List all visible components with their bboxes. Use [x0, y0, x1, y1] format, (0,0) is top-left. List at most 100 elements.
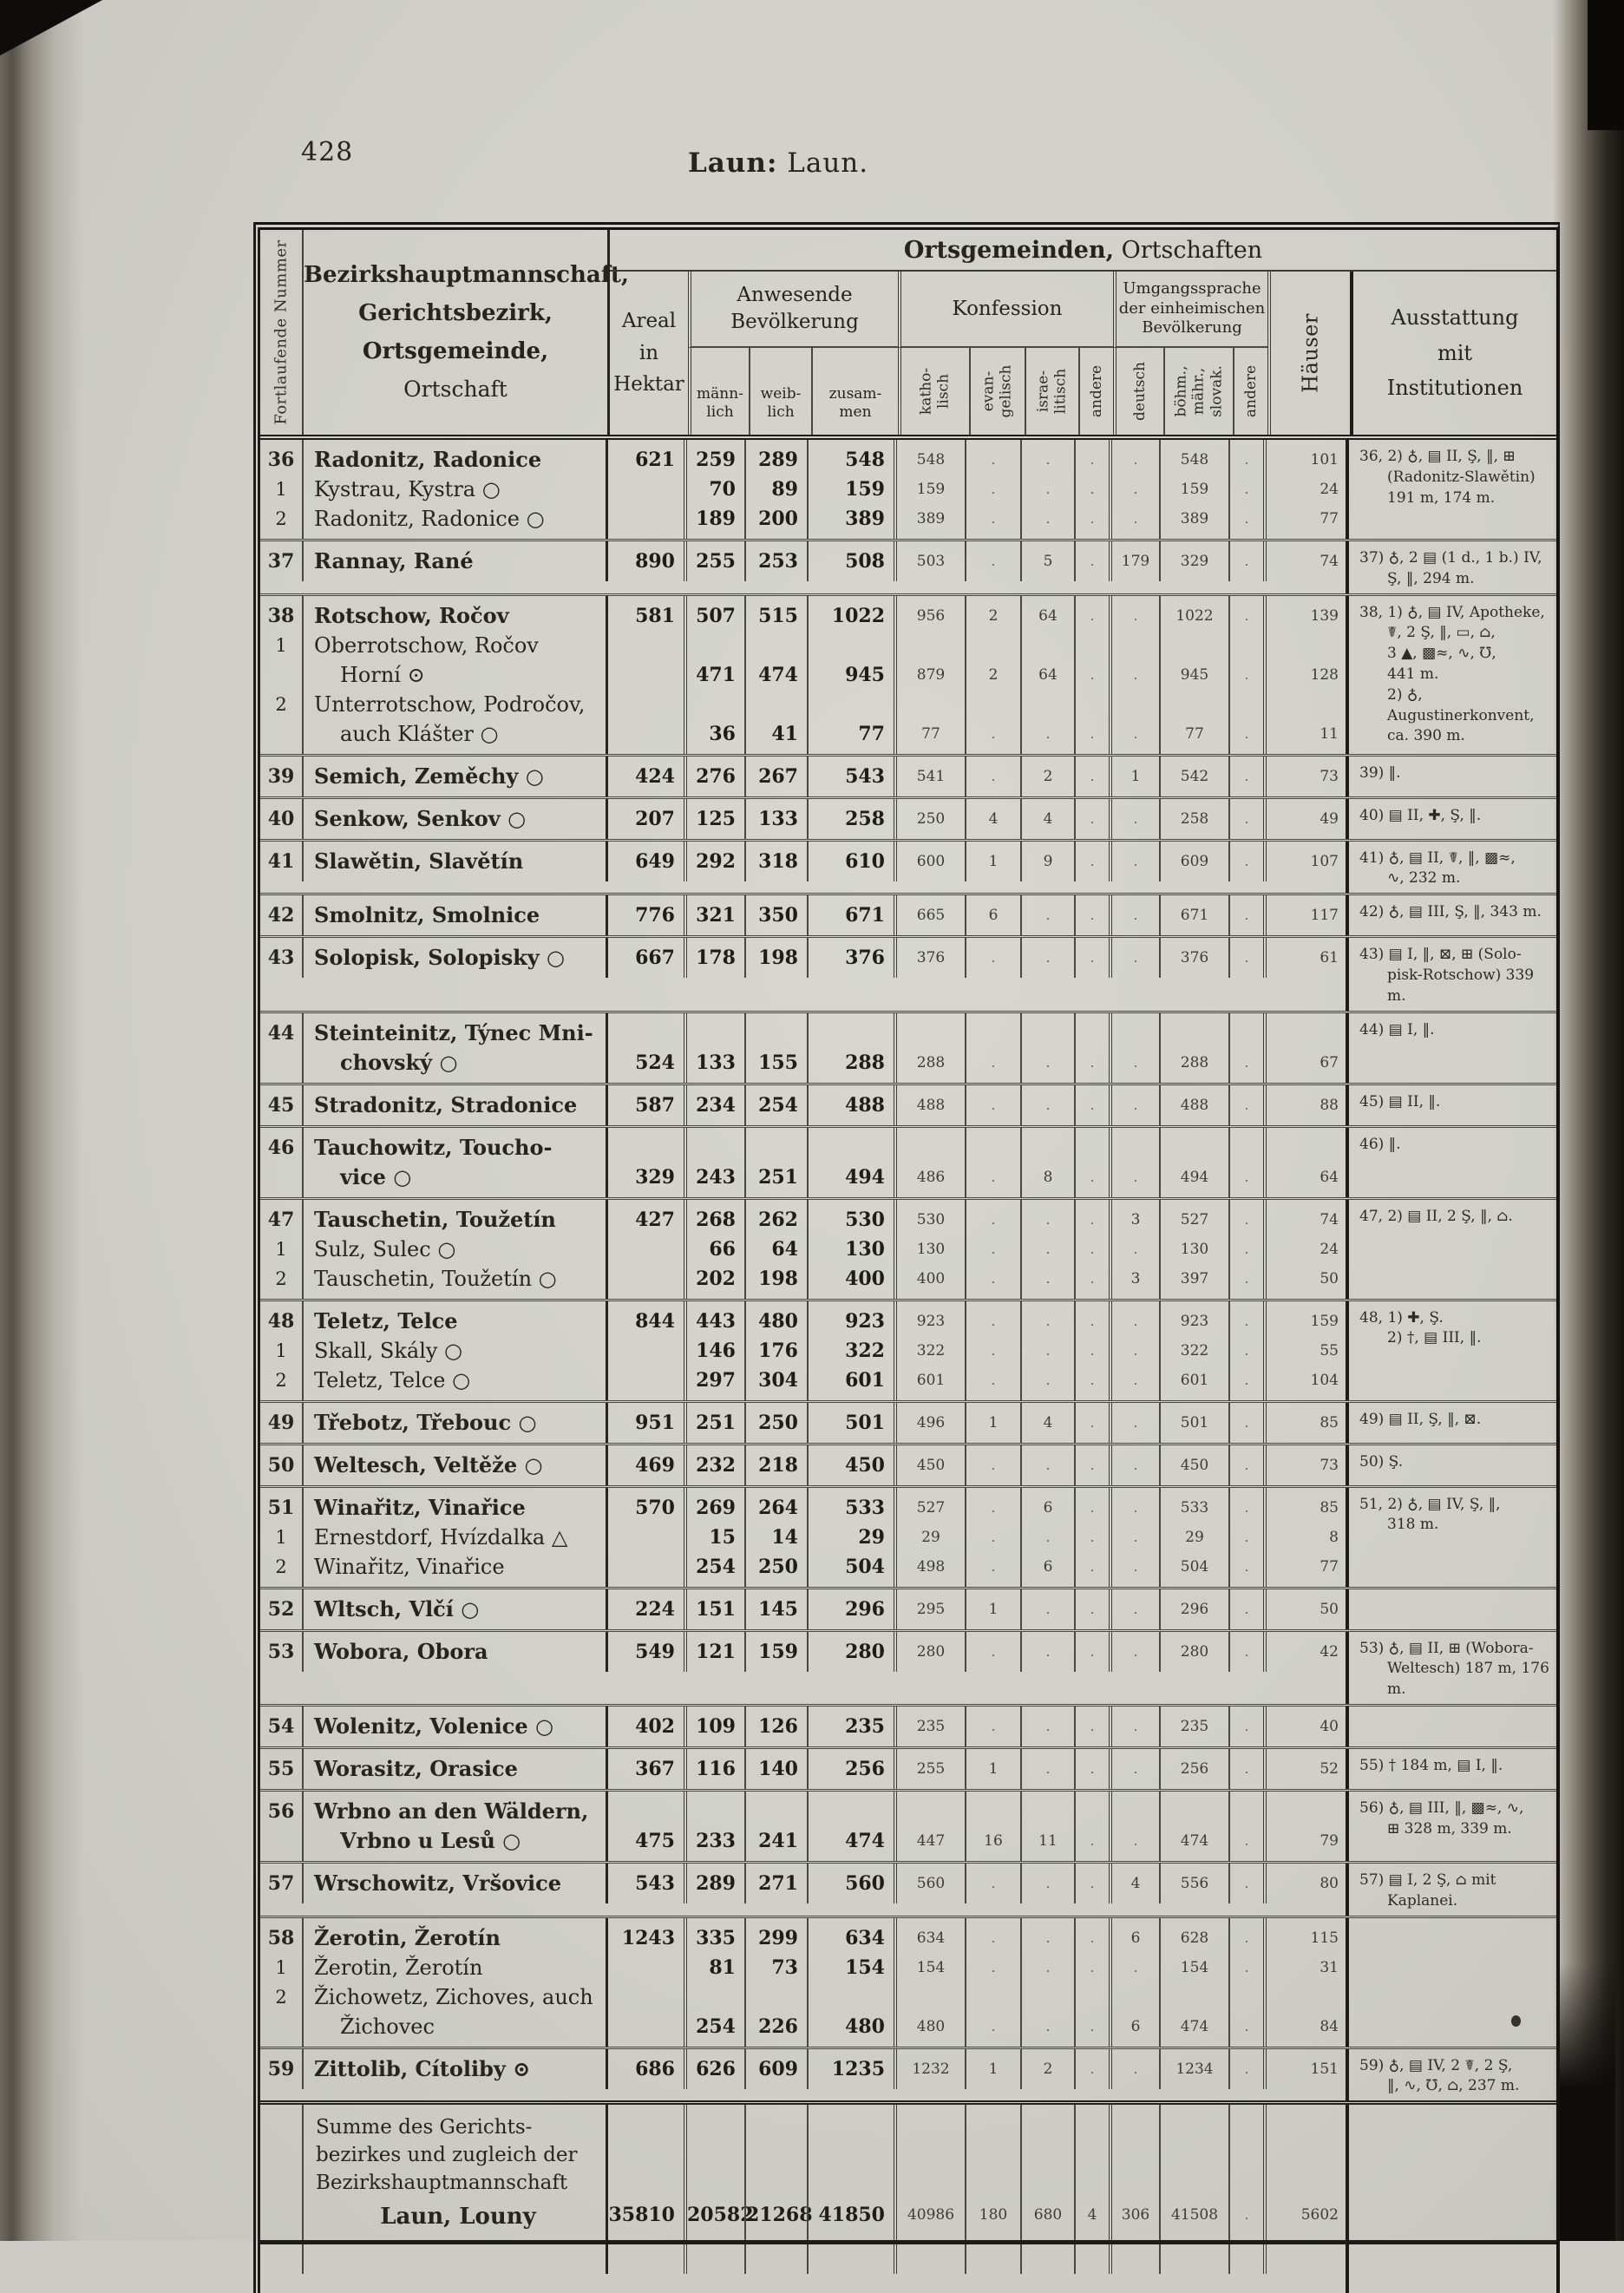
cell-sprache-andere: . — [1228, 595, 1263, 631]
cell-evangelisch-total: 180 — [965, 2105, 1020, 2241]
cell-haeuser: 61 — [1263, 938, 1346, 979]
cell-zusammen: 488 — [807, 1084, 894, 1125]
cell-katholisch: 77 — [894, 689, 965, 754]
group-rows: 48 Teletz, Telce 844 443 480 923 923.... 923. 15… — [260, 1300, 1346, 1400]
cell-sprache-andere: . — [1228, 1631, 1263, 1672]
ortsname-line: Smolnitz, Smolnice — [314, 902, 540, 928]
table-header: Fortlaufende Nummer Bezirkshauptmannscha… — [260, 230, 1556, 440]
cell-sprache-andere: . — [1228, 1199, 1263, 1235]
cell-areal — [606, 1234, 684, 1264]
cell-maennlich: 276 — [684, 756, 744, 796]
cell-konfession-andere: . — [1074, 1589, 1109, 1629]
table-row: 57 Wrschowitz, Vršovice 543 289 271 560 560...… — [260, 1863, 1346, 1903]
ortsname-line: Ernestdorf, Hvízdalka △ — [314, 1524, 568, 1549]
ausstattung-note: 38, 1) ♁, ▤ IV, Apotheke, ☤, 2 Ş, ‖, ▭, … — [1346, 595, 1556, 754]
cell-israelitisch: . — [1020, 1631, 1074, 1672]
summary-left: Summe des Gerichts- bezirkes und zugleic… — [260, 2105, 1346, 2241]
table-row: 1 Sulz, Sulec ○ 66 64 130 130.... 130. 24 — [260, 1234, 1346, 1264]
group-rows: 50 Weltesch, Veltěže ○ 469 232 218 450 450....… — [260, 1445, 1346, 1485]
cell-weiblich: 73 — [744, 1952, 807, 1982]
cell-boehmisch: 628 — [1159, 1917, 1228, 1953]
cell-weiblich: 41 — [744, 689, 807, 754]
table-row: 40 Senkow, Senkov ○ 207 125 133 258 250 4 4.. 258… — [260, 798, 1346, 839]
cell-ortsname: Wltsch, Vlčí ○ — [302, 1589, 606, 1629]
cell-haeuser: 115 — [1263, 1917, 1346, 1953]
cell-deutsch — [1109, 2244, 1159, 2275]
ausstattung-note — [1346, 1917, 1556, 2047]
column-header-deutsch: deutsch — [1113, 348, 1163, 435]
table-group-39: 39 Semich, Zeměchy ○ 424 276 267 543 541. 2. 1 54… — [260, 753, 1556, 796]
cell-nummer: 2 — [275, 1556, 287, 1577]
cell-boehmisch: 488 — [1159, 1084, 1228, 1125]
cell-katholisch: 480 — [894, 1982, 965, 2047]
cell-zusammen: 560 — [807, 1863, 894, 1903]
cell-konfession-andere: . — [1074, 756, 1109, 796]
cell-nummer: 52 — [267, 1597, 295, 1621]
cell-nummer: 40 — [267, 807, 295, 830]
cell-weiblich: 159 — [744, 1631, 807, 1672]
cell-haeuser: 151 — [1263, 2048, 1346, 2089]
cell-sprache-andere: . — [1228, 1127, 1263, 1197]
cell-evangelisch: . — [965, 1335, 1020, 1366]
cell-sprache-andere: . — [1228, 541, 1263, 581]
ausstattung-note: 40) ▤ II, ✚, Ş, ‖. — [1346, 798, 1556, 839]
cell-boehmisch: 609 — [1159, 841, 1228, 881]
rotated-label: israe- litisch — [1034, 368, 1070, 415]
cell-zusammen: 256 — [807, 1748, 894, 1789]
table-group-55: 55 Worasitz, Orasice 367 116 140 256 255 1... 25… — [260, 1746, 1556, 1789]
cell-konfession-andere: . — [1074, 1706, 1109, 1746]
cell-zusammen: 504 — [807, 1551, 894, 1587]
column-header-fortlaufende-nummer: Fortlaufende Nummer — [260, 230, 302, 435]
cell-nummer: 59 — [267, 2057, 295, 2080]
group-rows: 47 Tauschetin, Toužetín 427 268 262 530 530...… — [260, 1199, 1346, 1299]
cell-konfession-andere: . — [1074, 1551, 1109, 1587]
cell-nummer: 1 — [275, 1340, 287, 1361]
cell-boehmisch: 556 — [1159, 1863, 1228, 1903]
cell-deutsch: . — [1109, 1589, 1159, 1629]
cell-evangelisch: . — [965, 1012, 1020, 1083]
ortsname-line: Tauschetin, Toužetín — [314, 1206, 556, 1232]
ortsname-line: Sulz, Sulec ○ — [314, 1236, 456, 1261]
cell-boehmisch: 154 — [1159, 1952, 1228, 1982]
cell-deutsch: . — [1109, 895, 1159, 936]
cell-maennlich: 36 — [684, 689, 744, 754]
cell-maennlich: 151 — [684, 1589, 744, 1629]
ortsname-line: vice ○ — [340, 1163, 412, 1189]
cell-konfession-andere: . — [1074, 1748, 1109, 1789]
group-rows: 45 Stradonitz, Stradonice 587 234 254 488 488.… — [260, 1084, 1346, 1125]
cell-nummer: 2 — [275, 1986, 287, 2008]
cell-sprache-andere: . — [1228, 1263, 1263, 1299]
cell-deutsch: 4 — [1109, 1863, 1159, 1903]
cell-nummer: 55 — [267, 1757, 295, 1780]
cell-deutsch: . — [1109, 1365, 1159, 1400]
cell-nummer: 37 — [267, 550, 295, 573]
cell-haeuser: 104 — [1263, 1365, 1346, 1400]
ortsname-line: Tauchowitz, Toucho- — [314, 1134, 553, 1160]
cell-ortsname: Kystrau, Kystra ○ — [302, 475, 606, 504]
cell-maennlich: 121 — [684, 1631, 744, 1672]
corner-header-bold: Bezirkshauptmannschaft, Gerichtsbezirk, … — [304, 262, 629, 364]
cell-nummer: 45 — [267, 1093, 295, 1117]
table-row: 2 Teletz, Telce ○ 297 304 601 601.... 601. 104 — [260, 1365, 1346, 1400]
group-rows: 51 Winařitz, Vinařice 570 269 264 533 527. 6.. 5… — [260, 1487, 1346, 1587]
cell-zusammen: 501 — [807, 1402, 894, 1443]
cell-sprache-andere: . — [1228, 1234, 1263, 1264]
cell-evangelisch: . — [965, 1706, 1020, 1746]
ortsname-line: Žerotin, Žerotín — [314, 1924, 501, 1950]
ausstattung-note: 56) ♁, ▤ III, ‖, ▩≈, ∿, ⊞ 328 m, 339 m. — [1346, 1791, 1556, 1861]
ortsname-line: Radonitz, Radonice ○ — [314, 507, 545, 531]
cell-ortsname: Semich, Zeměchy ○ — [302, 756, 606, 796]
cell-ortsname: Weltesch, Veltěže ○ — [302, 1445, 606, 1485]
cell-katholisch: 29 — [894, 1522, 965, 1552]
cell-deutsch: . — [1109, 841, 1159, 881]
cell-deutsch: 1 — [1109, 756, 1159, 796]
cell-konfession-andere: . — [1074, 1012, 1109, 1083]
cell-nummer: 1 — [275, 479, 287, 500]
cell-evangelisch: . — [965, 1234, 1020, 1264]
cell-maennlich: 243 — [684, 1127, 744, 1197]
cell-ortsname: Worasitz, Orasice — [302, 1748, 606, 1789]
cell-konfession-andere: . — [1074, 1522, 1109, 1552]
cell-nummer: 1 — [275, 1526, 287, 1548]
cell-israelitisch: . — [1020, 1199, 1074, 1235]
cell-haeuser: 84 — [1263, 1982, 1346, 2047]
